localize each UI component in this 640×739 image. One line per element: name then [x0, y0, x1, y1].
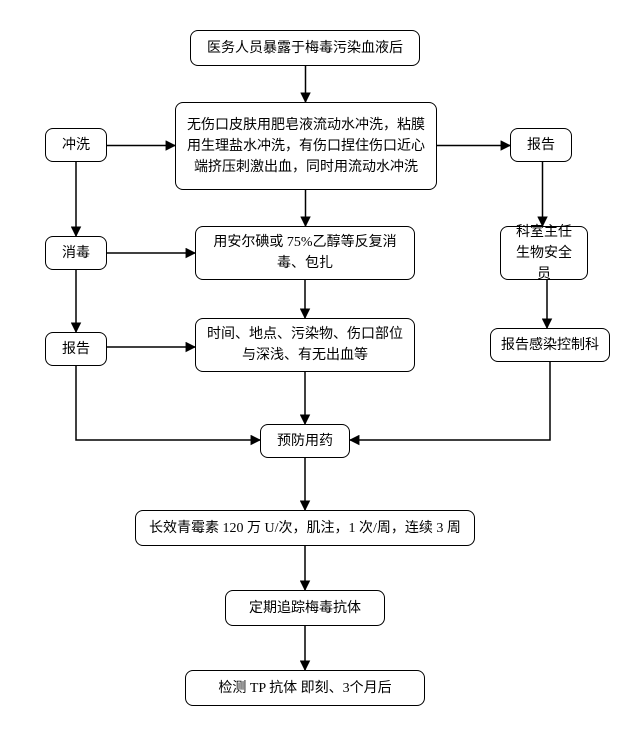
flowchart-node-n6: 用安尔碘或 75%乙醇等反复消毒、包扎 [195, 226, 415, 280]
flowchart-node-n7: 科室主任生物安全员 [500, 226, 588, 280]
flowchart-node-n4: 报告 [510, 128, 572, 162]
flowchart-node-n3: 冲洗 [45, 128, 107, 162]
flowchart-node-n8: 报告 [45, 332, 107, 366]
flowchart-node-n10: 报告感染控制科 [490, 328, 610, 362]
flowchart-node-n1: 医务人员暴露于梅毒污染血液后 [190, 30, 420, 66]
flowchart-node-n2: 无伤口皮肤用肥皂液流动水冲洗，粘膜用生理盐水冲洗，有伤口捏住伤口近心端挤压刺激出… [175, 102, 437, 190]
flowchart-node-n5: 消毒 [45, 236, 107, 270]
flowchart-node-n12: 长效青霉素 120 万 U/次，肌注，1 次/周，连续 3 周 [135, 510, 475, 546]
flowchart-node-n14: 检测 TP 抗体 即刻、3个月后 [185, 670, 425, 706]
flowchart-node-n11: 预防用药 [260, 424, 350, 458]
flowchart-node-n13: 定期追踪梅毒抗体 [225, 590, 385, 626]
flowchart-node-n9: 时间、地点、污染物、伤口部位与深浅、有无出血等 [195, 318, 415, 372]
